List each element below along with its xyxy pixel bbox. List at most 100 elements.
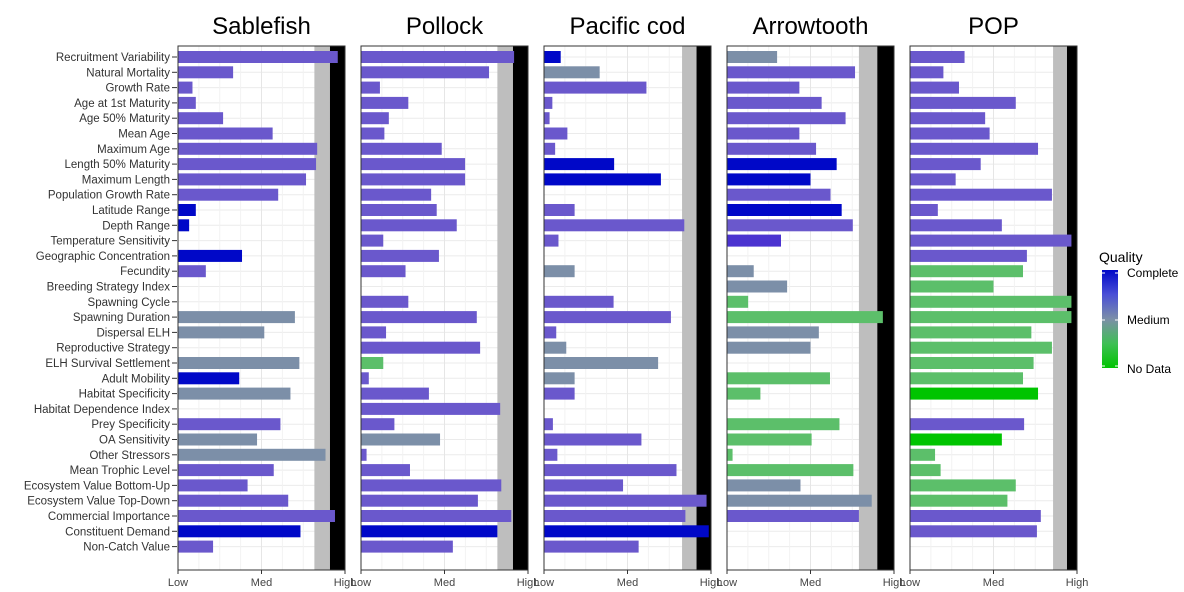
bar [361, 402, 501, 415]
row-label: Prey Specificity [91, 419, 170, 431]
bar [727, 173, 811, 186]
bar [361, 341, 481, 354]
bar [544, 96, 553, 109]
bar [178, 311, 295, 324]
bar [361, 510, 512, 522]
bar [178, 525, 301, 538]
legend-colorbar [1102, 270, 1118, 368]
bar [727, 464, 854, 477]
row-label: Fecundity [120, 266, 170, 278]
row-label: Latitude Range [92, 205, 170, 217]
bar [361, 494, 478, 507]
row-label: Ecosystem Value Top-Down [27, 496, 170, 508]
bar [727, 433, 812, 446]
legend-title: Quality [1099, 249, 1143, 265]
bar [178, 510, 335, 522]
bar [910, 249, 1027, 262]
panel-title: POP [968, 13, 1019, 40]
bar [910, 311, 1072, 324]
row-label: Ecosystem Value Bottom-Up [24, 480, 170, 492]
bar [361, 173, 466, 186]
panel: Arrowtooth Low Med High [717, 13, 905, 589]
bar [544, 234, 559, 247]
panel: Sablefish Low Med High [168, 13, 356, 589]
bar [361, 188, 432, 201]
bar [361, 127, 385, 140]
x-tick-label: Low [351, 577, 371, 589]
bar [727, 204, 842, 216]
bar [178, 51, 338, 63]
row-label: Dispersal ELH [97, 327, 171, 339]
panel-title: Pollock [406, 13, 484, 40]
bar [544, 387, 575, 400]
bar [727, 372, 830, 385]
bar [361, 372, 369, 385]
bar [910, 448, 936, 461]
x-tick-label: High [700, 577, 723, 589]
bar [544, 433, 642, 446]
row-label: Natural Mortality [86, 67, 170, 79]
panel: Pollock Low Med High [351, 13, 539, 589]
bar [361, 204, 437, 216]
bar [727, 280, 788, 293]
bar [361, 418, 395, 431]
bar [910, 525, 1037, 538]
bar [361, 311, 477, 324]
bar [544, 81, 647, 94]
bar [727, 51, 778, 63]
bar [544, 540, 639, 553]
row-label: Maximum Age [97, 144, 170, 156]
bar [361, 219, 457, 232]
row-label: Mean Trophic Level [70, 465, 170, 477]
bar [910, 295, 1072, 308]
row-label: Spawning Duration [73, 312, 170, 324]
row-label: Population Growth Rate [48, 190, 170, 202]
bar [727, 81, 800, 94]
row-label: Habitat Dependence Index [34, 404, 170, 416]
row-label: ELH Survival Settlement [45, 358, 170, 370]
row-label: Other Stressors [89, 450, 170, 462]
bar [178, 127, 273, 140]
legend-label-medium: Medium [1127, 313, 1170, 327]
bar [544, 464, 677, 477]
bar [544, 66, 600, 79]
row-label: Length 50% Maturity [65, 159, 171, 171]
legend-label-complete: Complete [1127, 266, 1179, 280]
bar [910, 127, 990, 140]
bar [910, 357, 1034, 369]
bar [727, 387, 761, 400]
bar [178, 204, 196, 216]
bar [178, 387, 291, 400]
bar [727, 96, 822, 109]
bar [910, 234, 1072, 247]
x-tick-label: Med [983, 577, 1004, 589]
bar [910, 142, 1039, 155]
x-tick-label: High [334, 577, 357, 589]
x-tick-label: High [517, 577, 540, 589]
bar [178, 494, 289, 507]
x-tick-label: High [883, 577, 906, 589]
bar [727, 66, 856, 79]
bar [910, 433, 1002, 446]
bar [361, 51, 515, 63]
bar [544, 494, 707, 507]
bar [910, 464, 941, 477]
bar [544, 418, 553, 431]
bar [910, 219, 1002, 232]
bar [178, 249, 243, 262]
panel-title: Sablefish [212, 13, 311, 40]
row-label: Breeding Strategy Index [47, 282, 171, 294]
bar [178, 96, 196, 109]
threshold-band-gray [682, 46, 697, 570]
x-tick-label: High [1066, 577, 1089, 589]
bar [910, 280, 994, 293]
bar [910, 173, 956, 186]
row-label: OA Sensitivity [99, 435, 170, 447]
bar [544, 510, 686, 522]
row-label: Recruitment Variability [56, 52, 170, 64]
bar [727, 295, 749, 308]
x-tick-label: Med [800, 577, 821, 589]
bar [361, 448, 367, 461]
bar [727, 142, 817, 155]
